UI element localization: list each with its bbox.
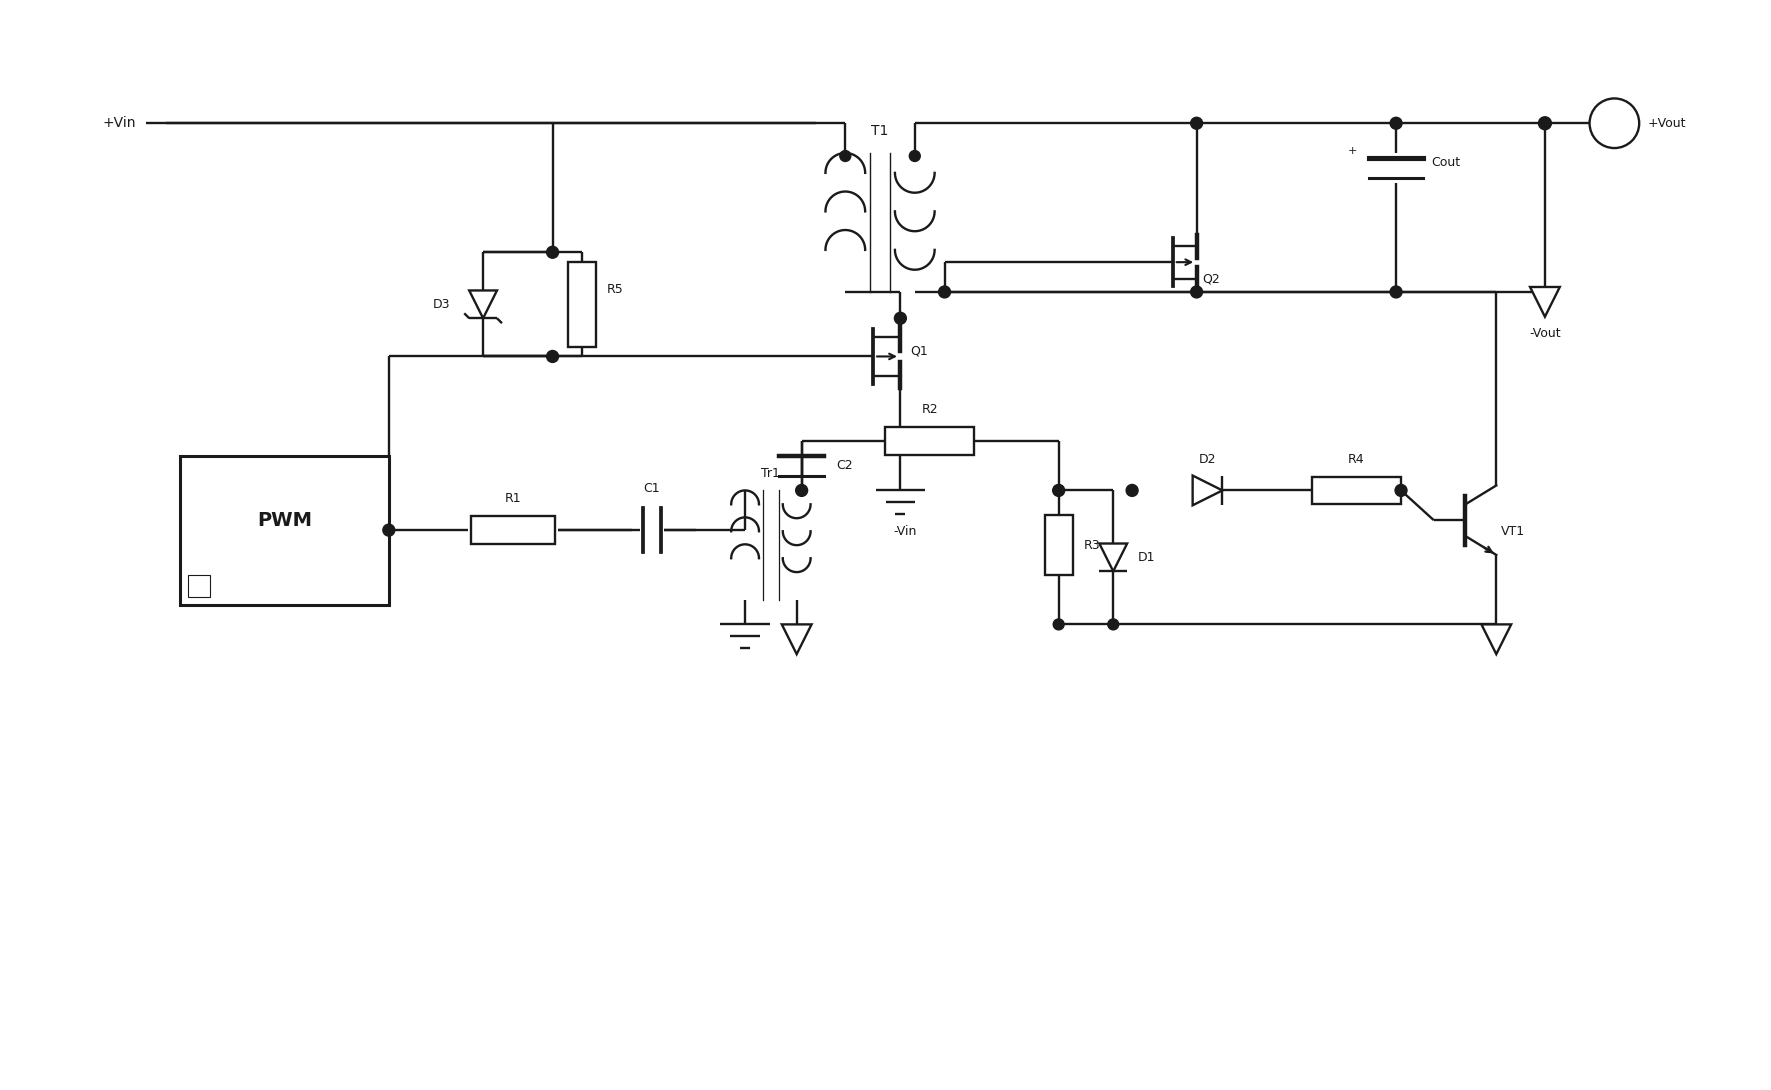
Circle shape [1590,98,1640,148]
Text: R5: R5 [607,283,623,296]
Circle shape [1390,118,1403,130]
Bar [188,574,211,596]
Text: R4: R4 [1348,452,1365,465]
Text: +Vout: +Vout [1647,117,1686,130]
Circle shape [909,150,921,161]
Bar [1045,516,1073,574]
Text: Tr1: Tr1 [762,468,781,481]
Text: VT1: VT1 [1502,525,1525,538]
Bar [886,427,974,455]
Bar [1312,476,1401,505]
Bar [471,517,554,544]
Polygon shape [1100,544,1126,571]
Circle shape [383,524,395,536]
Circle shape [894,313,907,324]
Circle shape [1190,118,1203,130]
Bar [181,456,390,605]
Text: Q2: Q2 [1203,272,1220,286]
Text: D3: D3 [432,298,450,311]
Polygon shape [1530,287,1560,317]
Text: Cout: Cout [1431,157,1459,169]
Bar [568,263,597,347]
Circle shape [839,150,850,161]
Circle shape [547,351,558,362]
Polygon shape [1192,475,1222,506]
Circle shape [1109,619,1119,630]
Text: R2: R2 [921,403,939,416]
Circle shape [1052,484,1064,496]
Text: R3: R3 [1084,538,1100,552]
Circle shape [795,484,808,496]
Circle shape [939,286,951,298]
Circle shape [1054,485,1064,496]
Text: T1: T1 [871,124,889,138]
Circle shape [1390,286,1403,298]
Polygon shape [469,290,498,318]
Text: D2: D2 [1199,452,1217,465]
Text: C1: C1 [643,483,661,495]
Text: D1: D1 [1139,550,1155,564]
Polygon shape [1481,625,1511,654]
Circle shape [547,246,558,258]
Text: C2: C2 [836,459,854,472]
Circle shape [1396,484,1406,496]
Polygon shape [781,625,811,654]
Circle shape [1126,484,1139,496]
Text: -Vout: -Vout [1528,327,1560,340]
Circle shape [1539,117,1551,130]
Text: Q1: Q1 [910,346,928,358]
Circle shape [1054,619,1064,630]
Text: +: + [1348,146,1357,156]
Circle shape [1190,286,1203,298]
Text: -Vin: -Vin [894,525,917,538]
Text: PWM: PWM [257,511,312,530]
Text: R1: R1 [505,493,521,506]
Text: +Vin: +Vin [103,117,136,130]
